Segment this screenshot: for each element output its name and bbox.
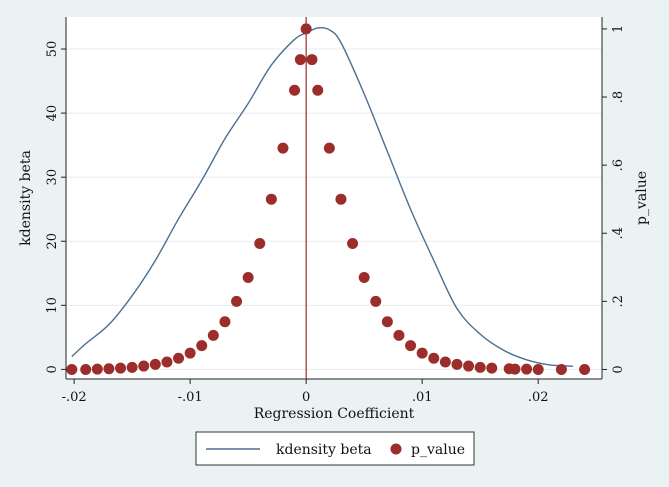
p-value-point	[335, 193, 347, 205]
p-value-point	[312, 84, 324, 96]
legend-label-kdensity: kdensity beta	[276, 442, 372, 458]
legend-dot-swatch	[390, 443, 402, 455]
y-right-axis-title: p_value	[634, 171, 650, 225]
p-value-point	[277, 142, 289, 154]
tick-labels: 0 10 20 30 40 50 0 .2 .4 .6 .8 1 -.02 -.01 0 .01 .02	[45, 25, 626, 405]
p-value-point	[91, 363, 103, 375]
y-right-tick-label: .4	[611, 227, 626, 239]
p-value-point	[347, 237, 359, 249]
y-left-tick-label: 50	[45, 41, 60, 58]
p-value-point	[149, 358, 161, 370]
y-left-tick-label: 0	[45, 365, 60, 373]
p-value-point	[509, 363, 521, 375]
x-tick-label: 0	[302, 390, 310, 405]
y-left-tick-label: 20	[45, 233, 60, 250]
p-value-point	[207, 329, 219, 341]
y-right-tick-label: 1	[611, 25, 626, 33]
p-value-point	[294, 54, 306, 66]
p-value-point	[381, 316, 393, 328]
x-tick-label: -.01	[178, 390, 203, 405]
x-tick-label: .01	[412, 390, 433, 405]
p-value-point	[555, 363, 567, 375]
p-value-point	[138, 360, 150, 372]
series-layer	[66, 23, 591, 375]
p-value-point	[474, 361, 486, 373]
p-value-point	[219, 316, 231, 328]
kdensity-line	[71, 26, 574, 367]
p-value-point	[405, 340, 417, 352]
p-value-point	[579, 363, 591, 375]
x-tick-label: .02	[528, 390, 549, 405]
y-right-tick-label: .6	[611, 159, 626, 171]
p-value-point	[439, 356, 451, 368]
p-value-point	[358, 272, 370, 284]
y-left-tick-label: 40	[45, 105, 60, 122]
axes	[61, 17, 607, 384]
p-value-point	[80, 363, 92, 375]
p-value-point	[370, 295, 382, 307]
p-value-point	[184, 347, 196, 359]
p-value-point	[265, 193, 277, 205]
p-value-point	[242, 272, 254, 284]
p-value-point	[103, 363, 115, 375]
y-left-tick-label: 30	[45, 169, 60, 186]
legend: kdensity beta p_value	[195, 431, 475, 466]
x-tick-label: -.02	[62, 390, 87, 405]
p-value-point	[173, 352, 185, 364]
p-value-point	[428, 352, 440, 364]
legend-label-pvalue: p_value	[411, 442, 465, 458]
y-right-tick-label: 0	[611, 365, 626, 373]
p-value-point	[463, 360, 475, 372]
p-value-point	[254, 237, 266, 249]
p-value-point	[306, 54, 318, 66]
y-left-tick-label: 10	[45, 297, 60, 314]
p-value-point	[486, 362, 498, 374]
p-value-point	[521, 363, 533, 375]
p-value-point	[323, 142, 335, 154]
y-left-axis-title: kdensity beta	[18, 150, 34, 246]
p-value-point	[115, 362, 127, 374]
p-value-point	[451, 358, 463, 370]
p-value-point	[289, 84, 301, 96]
y-right-tick-label: .8	[611, 91, 626, 103]
p-value-point	[161, 356, 173, 368]
x-axis-title: Regression Coefficient	[254, 406, 415, 422]
p-value-point	[231, 295, 243, 307]
p-value-point	[393, 329, 405, 341]
p-value-point	[196, 340, 208, 352]
p-value-point	[416, 347, 428, 359]
y-right-tick-label: .2	[611, 295, 626, 307]
p-value-point	[300, 23, 312, 35]
p-value-point	[532, 363, 544, 375]
p-value-point	[126, 361, 138, 373]
plot-area	[66, 17, 602, 379]
p-value-point	[66, 363, 78, 375]
